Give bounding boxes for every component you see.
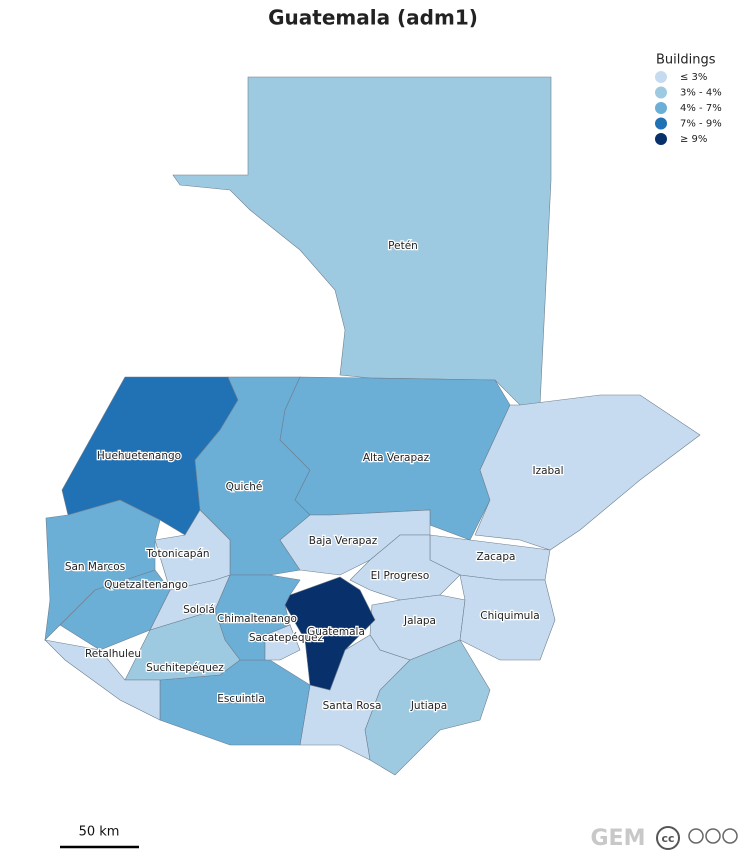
legend-label: 4% - 7%: [680, 103, 722, 114]
region-label: Santa Rosa: [323, 700, 382, 712]
region-label: Quetzaltenango: [104, 579, 188, 591]
region-label: Retalhuleu: [85, 648, 141, 660]
legend-label: ≥ 9%: [680, 134, 707, 145]
region-label: Suchitepéquez: [146, 662, 224, 674]
scale-label: 50 km: [79, 825, 120, 840]
region-label: Alta Verapaz: [363, 452, 430, 464]
region-label: Sacatepéquez: [249, 632, 324, 644]
logo: GEM: [591, 826, 646, 851]
license: cc: [661, 832, 674, 845]
region-label: Petén: [388, 240, 418, 252]
legend-label: 3% - 4%: [680, 88, 722, 99]
region: [474, 394, 701, 551]
region-label: Jalapa: [403, 615, 436, 627]
region-label: Jutiapa: [410, 700, 447, 712]
region-label: Baja Verapaz: [309, 535, 378, 547]
license-icon: [705, 828, 721, 844]
region-label: Chiquimula: [480, 610, 539, 622]
title: Guatemala (adm1): [268, 6, 478, 30]
license-icon: [688, 828, 704, 844]
region-label: Izabal: [532, 465, 563, 477]
region-label: San Marcos: [65, 561, 125, 573]
legend-swatch: [655, 102, 667, 114]
regions: [44, 76, 701, 776]
legend-swatch: [655, 117, 667, 130]
region-label: Zacapa: [477, 551, 516, 563]
region: [44, 639, 161, 721]
region-label: Escuintla: [217, 693, 265, 705]
legend-swatch: [655, 133, 667, 145]
region-label: Guatemala: [307, 626, 365, 638]
region-label: El Progreso: [371, 570, 430, 582]
region: [284, 576, 376, 691]
region-label: Totonicapán: [145, 548, 209, 560]
region: [264, 624, 301, 661]
legend: Buildings ≤ 3% 3% - 4% 4% - 7% 7% - 9% ≥ 9%: [655, 53, 722, 145]
region-label: Quiché: [226, 481, 263, 493]
license-icon: [656, 826, 680, 850]
legend-label: 7% - 9%: [680, 119, 722, 130]
legend-label: ≤ 3%: [680, 72, 707, 83]
legend-swatch: [655, 86, 667, 99]
legend-swatch: [655, 71, 667, 83]
region-label: Huehuetenango: [97, 450, 181, 462]
license-icon: [722, 828, 738, 844]
region-label: Sololá: [183, 604, 215, 616]
region: [154, 509, 231, 591]
legend-title: Buildings: [656, 53, 716, 68]
region: [172, 76, 552, 406]
region-labels: Petén Huehuetenango Quiché Alta Verapaz …: [64, 239, 565, 714]
region: [44, 499, 161, 641]
region-label: Chimaltenango: [217, 613, 297, 625]
region: [459, 574, 556, 661]
